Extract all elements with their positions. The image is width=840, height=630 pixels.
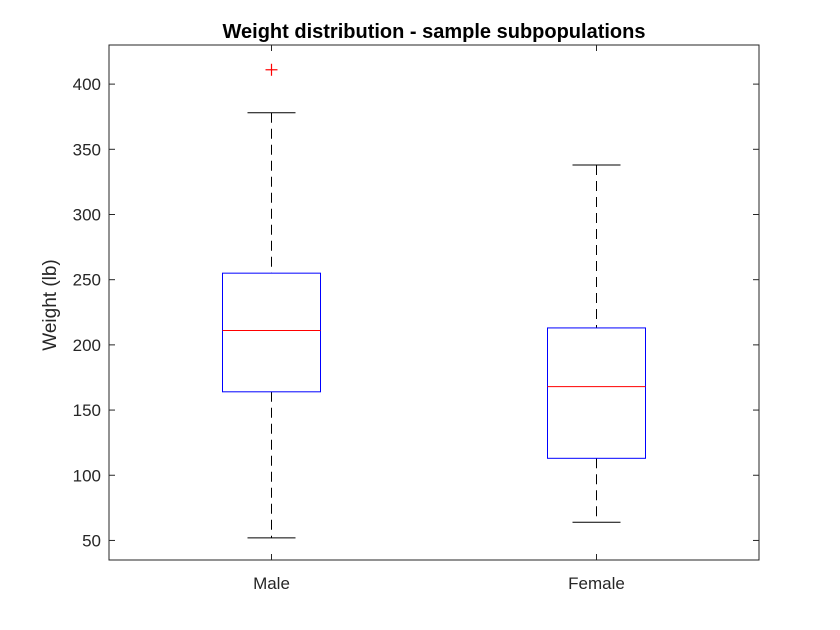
x-tick-label: Female [568,574,625,593]
box-female [547,164,646,523]
y-tick-label: 50 [82,531,101,550]
y-axis-label: Weight (lb) [40,259,61,351]
box-series [222,63,646,539]
interquartile-box [547,327,646,459]
interquartile-box [222,272,321,393]
x-axis-ticks: Male Female [253,45,625,593]
y-tick-label: 100 [73,466,101,485]
plot-area [109,45,759,560]
y-tick-label: 400 [73,75,101,94]
outlier-marker [265,63,278,76]
y-tick-label: 150 [73,401,101,420]
chart-title: Weight distribution - sample subpopulati… [223,21,646,43]
y-axis-ticks: 50 100 150 200 250 300 350 400 [73,75,759,550]
x-tick-label: Male [253,574,290,593]
y-tick-label: 250 [73,271,101,290]
y-tick-label: 300 [73,205,101,224]
box-male [222,63,321,539]
y-tick-label: 350 [73,140,101,159]
axes-frame [108,44,760,561]
y-tick-label: 200 [73,336,101,355]
